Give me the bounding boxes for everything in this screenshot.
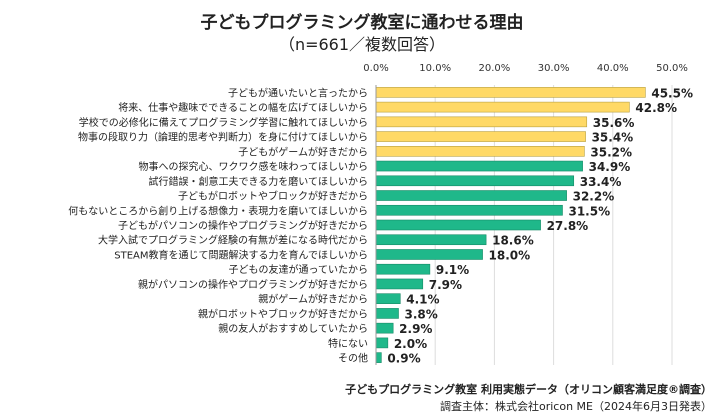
- value-label: 42.8%: [635, 101, 677, 115]
- category-label: 学校での必修化に備えてプログラミング学習に触れてほしいから: [79, 116, 368, 129]
- category-label: 大学入試でプログラミング経験の有無が差になる時代だから: [98, 234, 368, 247]
- bar: [375, 116, 588, 128]
- value-label: 45.5%: [651, 86, 693, 100]
- category-label: 物事への探究心、ワクワク感を味わってほしいから: [139, 160, 369, 173]
- chart-title: 子どもプログラミング教室に通わせる理由: [200, 13, 524, 33]
- x-tick-label: 40.0%: [597, 63, 629, 74]
- bar: [375, 337, 389, 349]
- bar: [375, 249, 483, 260]
- value-label: 33.4%: [580, 175, 622, 189]
- value-label: 27.8%: [547, 219, 589, 233]
- bar: [375, 87, 646, 98]
- x-tick-label: 30.0%: [538, 63, 570, 74]
- category-label: 子どもがロボットやブロックが好きだから: [178, 190, 368, 203]
- category-label: 特にない: [328, 338, 368, 350]
- value-label: 3.8%: [404, 307, 437, 321]
- bar: [375, 308, 399, 319]
- value-label: 2.0%: [394, 337, 427, 351]
- category-label: 試行錯誤・創意工夫できる力を磨いてほしいから: [149, 175, 369, 188]
- bar: [375, 322, 394, 334]
- category-label: 物事の段取り力（論理的思考や判断力）を身に付けてほしいから: [78, 131, 368, 144]
- bar: [375, 204, 563, 216]
- category-label: 親がゲームが好きだから: [258, 293, 368, 306]
- category-label: 子どもが通いたいと言ったから: [228, 86, 368, 99]
- value-label: 4.1%: [406, 293, 439, 307]
- value-label: 2.9%: [399, 322, 432, 336]
- value-label: 18.0%: [489, 248, 531, 262]
- category-label: 子どもの友達が通っていたから: [229, 263, 369, 276]
- x-tick-label: 10.0%: [419, 63, 451, 74]
- bar: [375, 101, 630, 113]
- category-label: 親がロボットやブロックが好きだから: [198, 307, 368, 320]
- value-label: 7.9%: [429, 278, 462, 292]
- value-label: 34.9%: [589, 160, 631, 174]
- x-tick-label: 0.0%: [363, 63, 388, 74]
- bar: [375, 219, 541, 231]
- value-label: 35.2%: [590, 145, 632, 159]
- bar: [375, 278, 424, 290]
- category-label: 何もないところから創り上げる想像力・表現力を磨いてほしいから: [68, 204, 368, 217]
- value-label: 32.2%: [573, 190, 615, 204]
- value-label: 35.6%: [593, 116, 635, 130]
- bar: [375, 293, 401, 304]
- value-label: 9.1%: [436, 263, 469, 277]
- x-tick-label: 20.0%: [479, 63, 511, 74]
- category-label: その他: [338, 352, 368, 365]
- category-label: STEAM教育を通じて問題解決する力を育んでほしいから: [114, 248, 368, 261]
- source-credit: 調査主体：株式会社oricon ME（2024年6月3日発表）: [440, 400, 712, 413]
- category-label: 親の友人がおすすめしていたから: [218, 322, 368, 335]
- chart-subtitle: （n=661／複数回答）: [278, 35, 446, 54]
- bar: [375, 190, 567, 201]
- bar: [375, 131, 586, 142]
- bar: [375, 160, 583, 172]
- category-label: 子どもがパソコンの操作やプログラミングが好きだから: [118, 219, 368, 232]
- bar: [375, 175, 575, 187]
- value-label: 18.6%: [492, 234, 534, 248]
- category-label: 将来、仕事や趣味でできることの幅を広げてほしいから: [118, 101, 368, 114]
- value-label: 35.4%: [592, 131, 634, 145]
- category-label: 子どもがゲームが好きだから: [238, 145, 368, 158]
- bar: [375, 352, 382, 363]
- bar: [375, 146, 585, 157]
- value-label: 0.9%: [387, 352, 420, 366]
- source-title: 子どもプログラミング教室 利用実態データ（オリコン顧客満足度®調査）: [345, 383, 712, 396]
- bar: [375, 234, 487, 246]
- category-label: 親がパソコンの操作やプログラミングが好きだから: [138, 278, 368, 291]
- bar: [375, 263, 431, 275]
- value-label: 31.5%: [568, 204, 610, 218]
- x-tick-label: 50.0%: [656, 63, 688, 74]
